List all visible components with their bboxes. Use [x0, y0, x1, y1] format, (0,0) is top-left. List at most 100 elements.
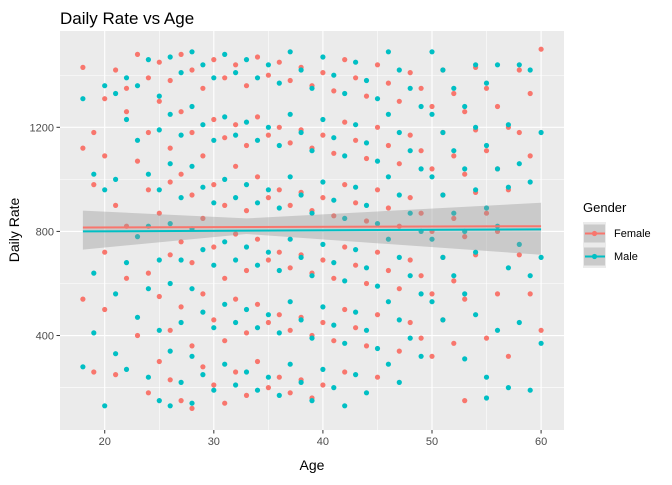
data-point-male	[527, 179, 533, 185]
data-point-male	[309, 273, 315, 279]
data-point-female	[407, 70, 413, 76]
data-point-male	[200, 247, 206, 253]
data-point-male	[222, 239, 228, 245]
data-point-female	[527, 291, 533, 297]
data-point-male	[309, 85, 315, 91]
data-point-male	[178, 257, 184, 263]
data-point-male	[505, 385, 511, 391]
data-point-male	[385, 236, 391, 242]
data-point-male	[429, 111, 435, 117]
data-point-female	[254, 174, 261, 180]
data-point-female	[233, 296, 239, 302]
data-point-male	[462, 356, 468, 362]
data-point-male	[353, 122, 359, 128]
data-point-male	[353, 184, 359, 190]
data-point-female	[102, 153, 108, 159]
data-point-male	[462, 291, 468, 297]
data-point-male	[298, 379, 304, 385]
data-point-male	[396, 129, 402, 136]
data-point-female	[145, 129, 151, 136]
data-point-male	[385, 111, 391, 117]
data-point-female	[287, 390, 293, 396]
data-point-male	[451, 273, 457, 279]
data-point-male	[374, 158, 381, 164]
data-point-female	[538, 46, 544, 52]
data-point-female	[451, 215, 457, 221]
data-point-female	[385, 205, 391, 211]
data-point-male	[265, 187, 271, 193]
data-point-female	[374, 187, 381, 193]
data-point-female	[134, 51, 141, 58]
data-point-male	[396, 317, 402, 323]
data-point-female	[211, 116, 217, 123]
data-point-male	[102, 187, 108, 193]
data-point-female	[222, 338, 228, 344]
data-point-male	[320, 366, 326, 372]
data-point-male	[298, 129, 304, 136]
data-point-female	[429, 353, 435, 359]
data-point-female	[407, 257, 413, 263]
data-point-male	[407, 335, 413, 341]
data-point-male	[243, 306, 250, 313]
data-point-female	[113, 372, 119, 378]
data-point-female	[363, 280, 370, 287]
legend-point-male	[591, 253, 598, 260]
data-point-male	[440, 129, 446, 136]
x-tick-label: 40	[317, 436, 329, 448]
x-tick-label: 20	[99, 436, 111, 448]
data-point-male	[429, 236, 435, 242]
data-point-female	[407, 319, 413, 326]
data-point-female	[178, 109, 184, 115]
data-point-male	[189, 49, 195, 55]
data-point-male	[298, 317, 304, 323]
x-tick-label: 30	[208, 436, 220, 448]
legend-title: Gender	[583, 200, 627, 215]
data-point-female	[462, 109, 468, 115]
data-point-male	[505, 122, 511, 128]
data-point-male	[91, 270, 97, 276]
data-point-female	[374, 249, 381, 255]
data-point-male	[156, 93, 162, 99]
data-point-female	[243, 330, 250, 336]
data-point-female	[320, 319, 326, 326]
data-point-male	[538, 254, 544, 260]
data-point-male	[91, 330, 97, 336]
data-point-female	[254, 301, 261, 307]
data-point-male	[418, 291, 424, 297]
data-point-female	[287, 327, 293, 333]
data-point-female	[145, 75, 151, 81]
data-point-male	[363, 77, 370, 84]
data-point-female	[91, 369, 97, 375]
data-point-male	[233, 70, 239, 76]
data-point-male	[353, 247, 359, 253]
data-point-male	[265, 124, 271, 130]
data-point-female	[418, 85, 424, 91]
data-point-male	[483, 80, 490, 86]
data-point-female	[331, 275, 337, 281]
data-point-male	[396, 254, 402, 260]
data-point-female	[538, 327, 544, 333]
y-axis-ticks: 400 800 1200	[30, 122, 60, 343]
data-point-female	[80, 145, 86, 151]
data-point-male	[331, 260, 337, 266]
data-point-female	[342, 306, 348, 313]
data-point-female	[385, 267, 391, 274]
data-point-female	[276, 374, 282, 380]
data-point-male	[254, 325, 261, 331]
data-point-female	[516, 252, 522, 258]
data-point-male	[222, 51, 228, 58]
data-point-male	[123, 366, 130, 372]
data-point-male	[134, 314, 141, 320]
data-point-female	[91, 129, 97, 136]
data-point-male	[287, 236, 293, 242]
data-point-female	[243, 267, 250, 274]
data-point-male	[451, 148, 457, 154]
data-point-female	[254, 358, 261, 365]
data-point-male	[505, 184, 511, 190]
data-point-female	[396, 98, 402, 104]
data-point-male	[527, 387, 533, 393]
data-point-male	[189, 353, 195, 359]
data-point-male	[243, 182, 250, 188]
